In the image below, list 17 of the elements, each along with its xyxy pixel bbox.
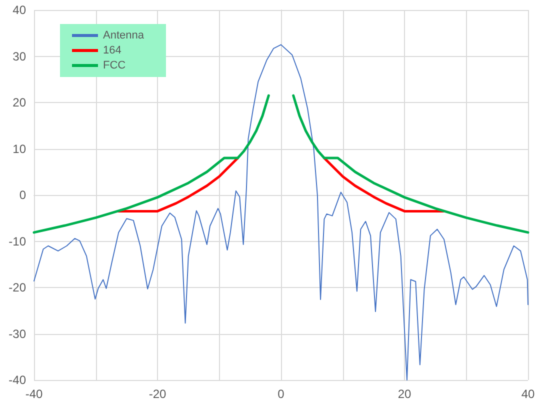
x-tick-label: -40 (25, 387, 43, 401)
legend-label: FCC (103, 60, 126, 72)
y-tick-label: 40 (12, 3, 26, 17)
legend-label: 164 (103, 44, 122, 56)
y-tick-label: 0 (19, 188, 26, 202)
y-tick-label: -10 (8, 234, 26, 248)
x-tick-label: -20 (148, 387, 166, 401)
x-tick-label: 40 (521, 387, 535, 401)
x-tick-label: 20 (398, 387, 412, 401)
legend-label: Antenna (103, 30, 145, 42)
y-tick-label: 20 (12, 96, 26, 110)
y-tick-label: -40 (8, 373, 26, 387)
y-tick-label: -20 (8, 280, 26, 294)
y-tick-label: 10 (12, 142, 26, 156)
y-tick-label: 30 (12, 49, 26, 64)
y-tick-label: -30 (8, 326, 26, 341)
x-tick-label: 0 (278, 387, 285, 401)
